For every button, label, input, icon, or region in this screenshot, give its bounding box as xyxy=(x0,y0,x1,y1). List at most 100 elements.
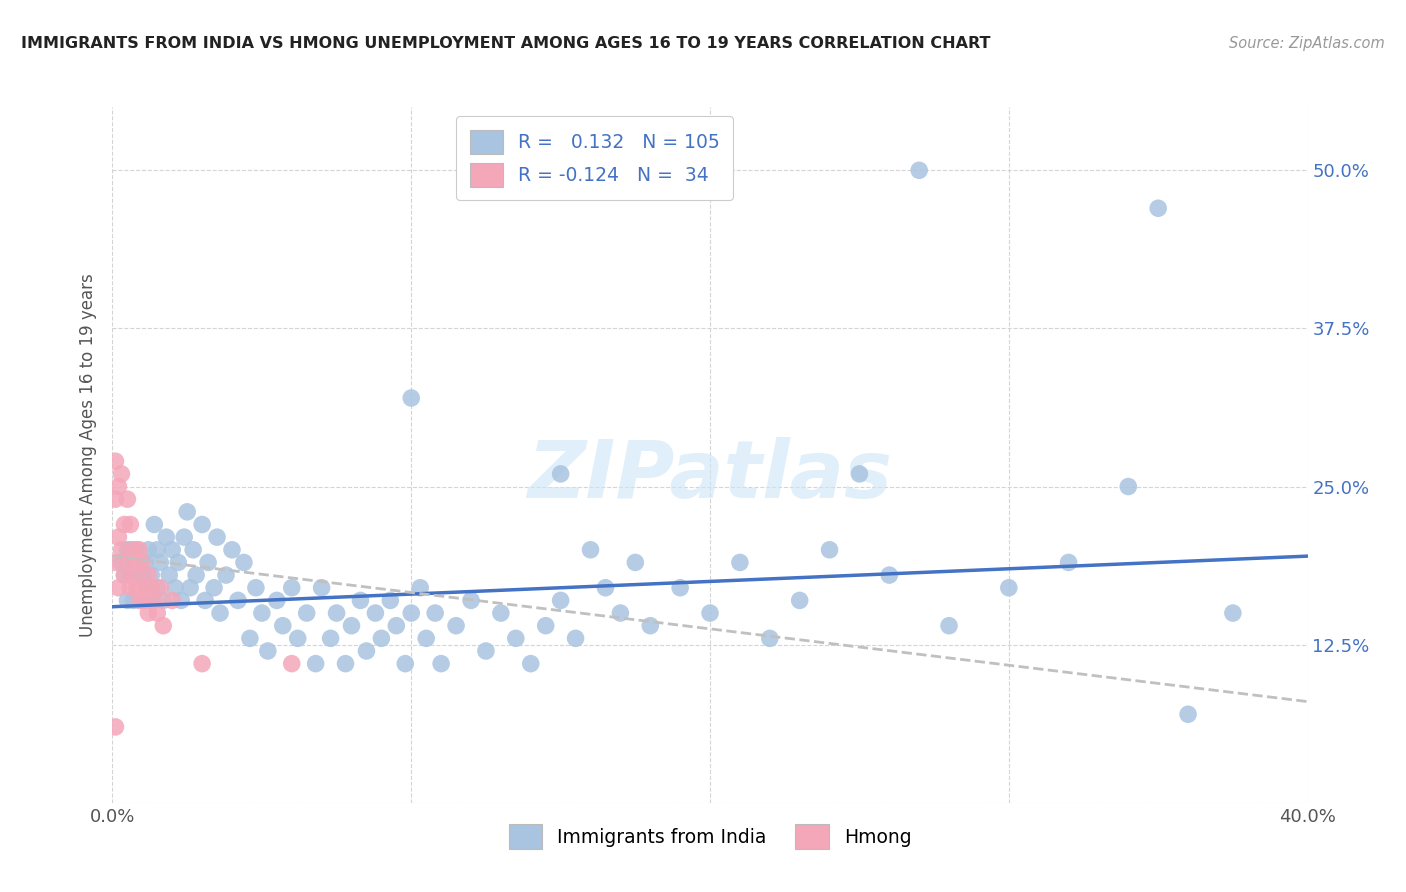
Point xyxy=(430,657,453,671)
Y-axis label: Unemployment Among Ages 16 to 19 years: Unemployment Among Ages 16 to 19 years xyxy=(79,273,97,637)
Point xyxy=(114,568,135,582)
Point xyxy=(295,606,318,620)
Point xyxy=(131,593,153,607)
Point xyxy=(125,556,148,570)
Point xyxy=(104,556,127,570)
Point xyxy=(550,467,572,481)
Point xyxy=(114,568,135,582)
Point xyxy=(335,657,357,671)
Point xyxy=(141,593,163,607)
Point xyxy=(107,479,129,493)
Point xyxy=(818,542,841,557)
Point xyxy=(624,556,647,570)
Point xyxy=(146,542,169,557)
Point xyxy=(609,606,631,620)
Point xyxy=(415,632,437,646)
Point xyxy=(281,657,304,671)
Point xyxy=(128,593,150,607)
Point xyxy=(250,606,273,620)
Point xyxy=(221,542,243,557)
Point xyxy=(194,593,217,607)
Point xyxy=(146,606,169,620)
Point xyxy=(789,593,811,607)
Point xyxy=(640,618,662,632)
Point xyxy=(266,593,288,607)
Point xyxy=(131,581,153,595)
Point xyxy=(245,581,267,595)
Point xyxy=(908,163,931,178)
Point xyxy=(110,556,132,570)
Point xyxy=(131,568,153,582)
Point xyxy=(669,581,692,595)
Point xyxy=(340,618,363,632)
Point xyxy=(394,657,416,671)
Point xyxy=(1118,479,1140,493)
Point xyxy=(131,556,153,570)
Point xyxy=(848,467,870,481)
Point xyxy=(104,720,127,734)
Point xyxy=(401,391,423,405)
Point xyxy=(152,593,174,607)
Point xyxy=(120,568,142,582)
Point xyxy=(125,568,148,582)
Point xyxy=(191,517,214,532)
Point xyxy=(117,542,139,557)
Point xyxy=(380,593,402,607)
Point xyxy=(191,657,214,671)
Point xyxy=(305,657,328,671)
Point xyxy=(122,556,145,570)
Point xyxy=(107,581,129,595)
Point xyxy=(385,618,408,632)
Point xyxy=(138,568,160,582)
Point xyxy=(134,556,156,570)
Point xyxy=(699,606,721,620)
Point xyxy=(460,593,482,607)
Point xyxy=(138,581,160,595)
Point xyxy=(728,556,751,570)
Point xyxy=(444,618,467,632)
Point xyxy=(879,568,901,582)
Point xyxy=(564,632,586,646)
Point xyxy=(349,593,371,607)
Point xyxy=(505,632,527,646)
Point xyxy=(152,618,174,632)
Point xyxy=(138,606,160,620)
Point xyxy=(370,632,392,646)
Point xyxy=(125,581,148,595)
Point xyxy=(325,606,347,620)
Point xyxy=(110,542,132,557)
Point xyxy=(125,542,148,557)
Point xyxy=(117,556,139,570)
Point xyxy=(998,581,1021,595)
Point xyxy=(149,581,172,595)
Point xyxy=(595,581,617,595)
Legend: Immigrants from India, Hmong: Immigrants from India, Hmong xyxy=(501,817,920,856)
Point xyxy=(143,593,166,607)
Point xyxy=(409,581,432,595)
Point xyxy=(1222,606,1244,620)
Point xyxy=(122,542,145,557)
Point xyxy=(117,593,139,607)
Text: Source: ZipAtlas.com: Source: ZipAtlas.com xyxy=(1229,36,1385,51)
Point xyxy=(176,505,198,519)
Point xyxy=(401,606,423,620)
Point xyxy=(128,556,150,570)
Point xyxy=(364,606,387,620)
Point xyxy=(759,632,782,646)
Point xyxy=(149,556,172,570)
Point xyxy=(162,593,183,607)
Point xyxy=(117,492,139,507)
Point xyxy=(141,568,163,582)
Point xyxy=(122,593,145,607)
Point xyxy=(425,606,447,620)
Point xyxy=(489,606,512,620)
Point xyxy=(128,581,150,595)
Point xyxy=(520,657,543,671)
Point xyxy=(107,530,129,544)
Point xyxy=(226,593,249,607)
Point xyxy=(143,517,166,532)
Text: IMMIGRANTS FROM INDIA VS HMONG UNEMPLOYMENT AMONG AGES 16 TO 19 YEARS CORRELATIO: IMMIGRANTS FROM INDIA VS HMONG UNEMPLOYM… xyxy=(21,36,991,51)
Point xyxy=(181,542,204,557)
Point xyxy=(146,581,169,595)
Point xyxy=(179,581,201,595)
